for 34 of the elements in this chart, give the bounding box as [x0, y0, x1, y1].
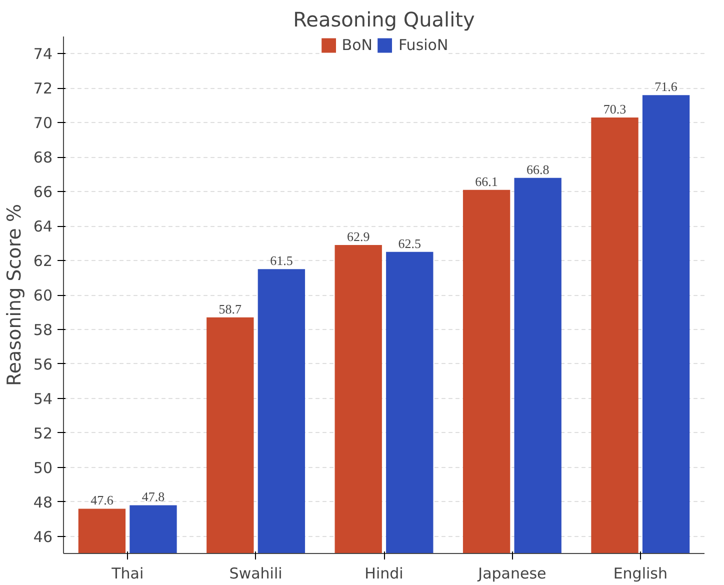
y-tick-label: 58 [33, 320, 53, 339]
x-tick-label: English [613, 564, 668, 582]
y-tick-label: 60 [33, 286, 53, 304]
y-tick-label: 54 [33, 390, 53, 408]
legend-label: FusioN [398, 36, 448, 54]
data-label: 47.8 [142, 489, 165, 504]
data-label: 71.6 [654, 79, 678, 94]
x-tick-label: Swahili [229, 564, 282, 582]
y-tick-label: 46 [33, 528, 53, 546]
legend-label: BoN [342, 36, 372, 54]
y-tick-label: 66 [33, 183, 53, 202]
y-tick-label: 70 [33, 114, 53, 132]
data-label: 62.9 [346, 229, 370, 244]
data-label: 70.3 [603, 101, 626, 116]
y-tick-label: 52 [33, 424, 53, 442]
data-label: 66.1 [475, 174, 498, 189]
y-tick-label: 62 [33, 252, 53, 270]
data-label: 66.8 [526, 162, 550, 177]
y-tick-label: 64 [33, 218, 53, 236]
y-tick-label: 48 [33, 493, 53, 512]
data-label: 62.5 [398, 236, 422, 251]
data-label: 58.7 [218, 301, 242, 316]
data-label: 47.6 [90, 492, 114, 508]
y-tick-label: 56 [33, 355, 53, 374]
x-tick-label: Japanese [477, 564, 546, 582]
y-tick-label: 68 [33, 148, 53, 167]
x-tick-label: Hindi [364, 564, 404, 582]
y-tick-label: 72 [33, 80, 53, 98]
y-tick-label: 50 [33, 458, 53, 477]
data-label: 61.5 [270, 253, 293, 268]
x-tick-label: Thai [110, 564, 144, 582]
y-tick-label: 74 [33, 45, 53, 64]
chart-title: Reasoning Quality [293, 8, 475, 32]
y-axis-title: Reasoning Score % [3, 204, 26, 386]
